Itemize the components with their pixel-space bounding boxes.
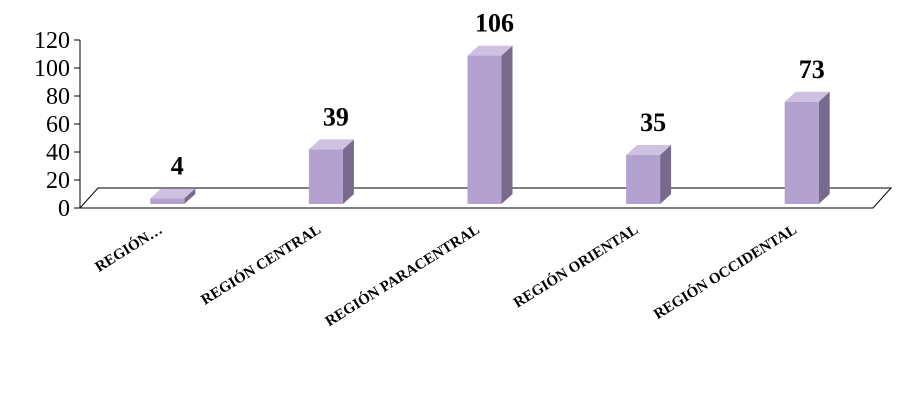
category-label: REGIÓN CENTRAL [198,221,324,309]
data-label: 4 [171,151,184,180]
category-label: REGIÓN ORIENTAL [511,221,642,311]
bar-side [818,91,830,204]
bar-side [342,139,354,204]
y-tick-label: 120 [34,28,70,54]
data-label: 35 [640,108,666,137]
category-label: REGIÓN OCCIDENTAL [651,221,800,323]
bar-side [501,45,513,204]
y-tick-label: 40 [46,140,70,166]
bar-side [184,188,196,204]
bar [784,91,830,204]
bar-top [150,188,196,199]
y-tick-label: 80 [46,84,70,110]
data-label: 106 [475,9,514,38]
bar-top [784,91,830,102]
bar [150,188,196,204]
category-label: REGIÓN PARACENTRAL [322,221,482,330]
bar-front [626,155,661,204]
y-tick-label: 20 [46,168,70,194]
bar-front [467,55,502,204]
bar-top [467,45,513,56]
bar [467,45,513,204]
y-tick-label: 0 [58,196,70,222]
bar-front [308,149,343,204]
bars [150,45,830,204]
bar-front [150,198,185,204]
data-label: 73 [799,55,825,84]
y-tick-label: 100 [34,56,70,82]
data-labels: 4 39 106 35 73 [171,9,825,181]
bar [308,139,354,204]
bar-top [626,145,672,155]
bar-front [784,101,819,204]
bar-side [660,145,672,204]
category-label: REGIÓN… [92,221,165,276]
data-label: 39 [323,102,349,131]
bar [626,145,672,204]
y-tick-label: 60 [46,112,70,138]
bar-top [308,139,354,150]
